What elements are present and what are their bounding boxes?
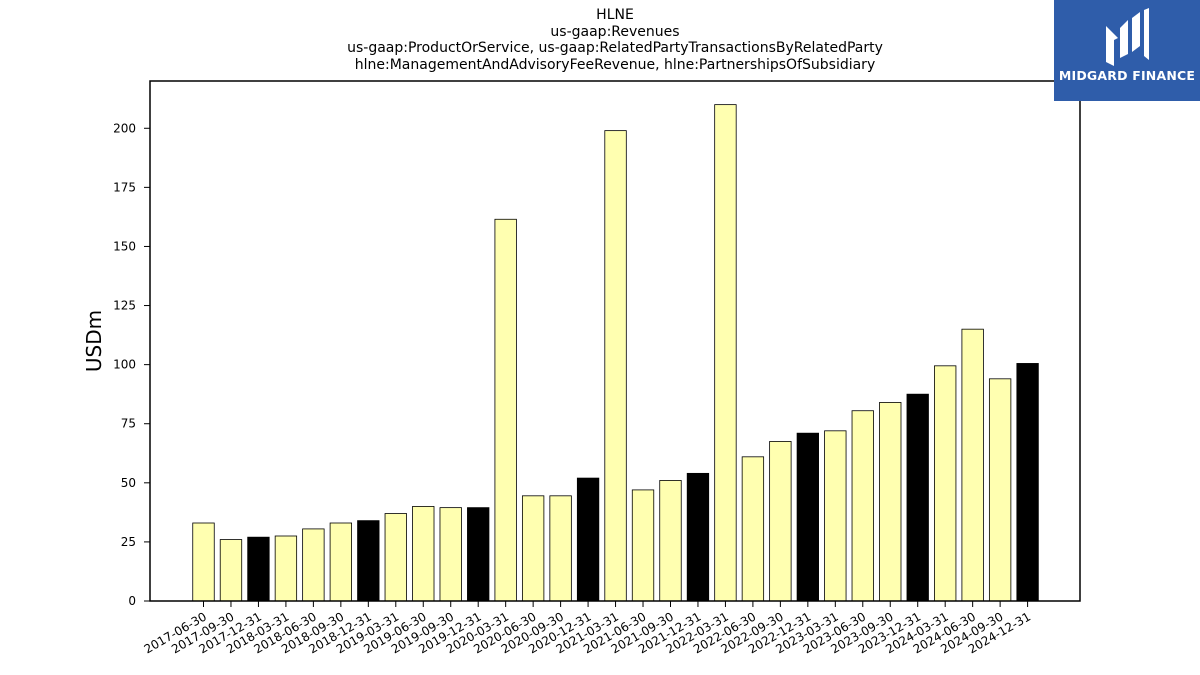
y-tick-label: 25	[121, 535, 136, 549]
bars-group	[192, 104, 1039, 602]
bar-2020-12-31	[576, 477, 600, 602]
y-tick-label: 150	[113, 239, 136, 253]
bar-2019-03-31	[384, 513, 407, 602]
bar-2020-06-30	[521, 495, 545, 602]
bar-2017-09-30	[219, 539, 243, 602]
midgard-logo-icon	[1106, 8, 1149, 66]
bar-2021-03-31	[604, 130, 627, 602]
bar-2017-12-31	[247, 536, 270, 602]
y-axis: 0 25 50 75 100 125 150 175 200	[113, 121, 150, 608]
bar-2019-06-30	[412, 506, 435, 602]
midgard-finance-logo: MIDGARD FINANCE	[1054, 0, 1200, 101]
bar-2024-12-31	[1016, 363, 1039, 602]
y-tick-label: 125	[113, 299, 136, 313]
bar-2018-12-31	[357, 520, 380, 602]
chart-title-line-3: us-gaap:ProductOrService, us-gaap:Relate…	[347, 40, 883, 56]
bar-2018-09-30	[329, 522, 353, 602]
y-tick-label: 0	[128, 594, 136, 608]
bar-2021-09-30	[659, 480, 682, 602]
bar-2022-03-31	[714, 104, 737, 602]
y-tick-label: 175	[113, 180, 136, 194]
bar-2022-09-30	[769, 441, 792, 602]
chart-title-line-2: us-gaap:Revenues	[550, 24, 680, 40]
chart-title-line-1: HLNE	[596, 7, 634, 23]
y-tick-label: 75	[121, 417, 136, 431]
y-tick-label: 200	[113, 121, 136, 135]
bar-2018-06-30	[302, 528, 325, 602]
y-tick-label: 50	[121, 476, 136, 490]
bar-2020-03-31	[494, 218, 517, 602]
bar-2024-06-30	[961, 328, 984, 602]
bar-2018-03-31	[274, 535, 298, 602]
y-tick-label: 100	[113, 358, 136, 372]
bar-2021-12-31	[686, 472, 710, 602]
bar-2023-06-30	[851, 410, 874, 602]
bar-2017-06-30	[192, 522, 215, 602]
bar-2019-09-30	[439, 507, 462, 602]
bar-2023-03-31	[824, 430, 847, 602]
bar-2024-03-31	[934, 365, 957, 602]
bar-2021-06-30	[631, 489, 655, 602]
y-axis-label: USDm	[82, 310, 106, 372]
bar-2022-06-30	[741, 456, 765, 602]
bar-2023-09-30	[879, 402, 902, 602]
plot-frame	[149, 80, 1081, 602]
logo-text: MIDGARD FINANCE	[1058, 68, 1196, 83]
x-axis: 2017-06-302017-09-302017-12-312018-03-31…	[142, 601, 1033, 656]
bar-2022-12-31	[796, 432, 819, 602]
chart-title-line-4: hlne:ManagementAndAdvisoryFeeRevenue, hl…	[354, 57, 876, 73]
bar-2024-09-30	[988, 378, 1012, 602]
bar-2023-12-31	[906, 393, 929, 602]
bar-2020-09-30	[549, 495, 572, 602]
bar-2019-12-31	[467, 507, 490, 602]
